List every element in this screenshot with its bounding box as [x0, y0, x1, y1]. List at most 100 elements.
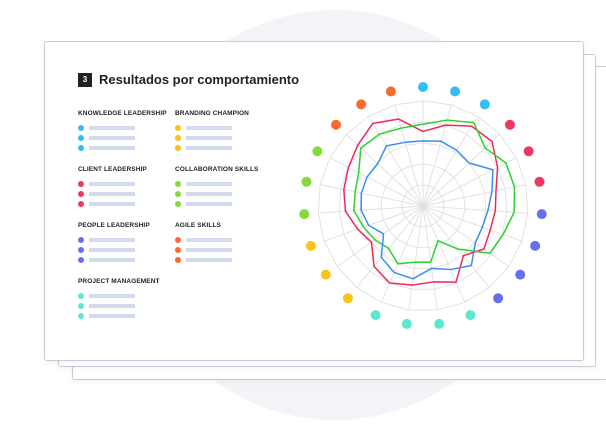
grid-spoke	[408, 205, 424, 311]
legend-item	[78, 179, 173, 189]
grid-spoke	[422, 205, 510, 267]
color-dot-icon	[175, 125, 181, 131]
placeholder-bar	[89, 136, 135, 140]
grid-spoke	[394, 104, 424, 207]
axis-dot-icon	[356, 99, 367, 110]
section-number: 3	[78, 73, 92, 87]
placeholder-bar	[89, 192, 135, 196]
axis-dot-icon	[299, 209, 310, 220]
grid-spoke	[422, 157, 517, 207]
grid-spoke	[356, 205, 424, 288]
grid-spoke	[422, 205, 523, 242]
placeholder-bar	[186, 192, 232, 196]
legend-item	[175, 255, 270, 265]
legend-item	[175, 123, 270, 133]
color-dot-icon	[78, 247, 84, 253]
grid-spoke	[422, 205, 438, 311]
placeholder-bar	[89, 258, 135, 262]
color-dot-icon	[175, 181, 181, 187]
axis-dot-icon	[312, 146, 323, 157]
grid-spoke	[368, 116, 424, 207]
legend-item	[175, 189, 270, 199]
axis-dot-icon	[385, 86, 396, 97]
axis-dot-icon	[401, 318, 412, 329]
placeholder-bar	[186, 238, 232, 242]
placeholder-bar	[89, 294, 135, 298]
section-title: Resultados por comportamiento	[99, 72, 300, 87]
grid-spoke	[318, 205, 424, 214]
legend-group: AGILE SKILLS	[175, 222, 270, 265]
color-dot-icon	[78, 313, 84, 319]
legend-item	[175, 235, 270, 245]
grid-spoke	[329, 157, 424, 207]
series-blue-line	[360, 140, 494, 280]
color-dot-icon	[175, 257, 181, 263]
legend-group-title: PEOPLE LEADERSHIP	[78, 222, 150, 229]
axis-dot-icon	[418, 82, 428, 92]
grid-spoke	[422, 205, 528, 214]
color-dot-icon	[78, 135, 84, 141]
axis-dot-icon	[320, 269, 331, 280]
color-dot-icon	[78, 303, 84, 309]
color-dot-icon	[175, 145, 181, 151]
color-dot-icon	[78, 125, 84, 131]
color-dot-icon	[78, 201, 84, 207]
axis-dot-icon	[536, 209, 547, 220]
color-dot-icon	[78, 145, 84, 151]
placeholder-bar	[186, 182, 232, 186]
placeholder-bar	[186, 202, 232, 206]
color-dot-icon	[78, 293, 84, 299]
axis-dot-icon	[434, 318, 445, 329]
legend-group-title: CLIENT LEADERSHIP	[78, 166, 147, 173]
legend-item	[78, 143, 173, 153]
color-dot-icon	[78, 237, 84, 243]
grid-ring	[317, 100, 529, 311]
grid-spoke	[336, 205, 424, 267]
color-dot-icon	[175, 191, 181, 197]
placeholder-bar	[89, 146, 135, 150]
legend-item	[78, 199, 173, 209]
series-green-line	[353, 119, 516, 265]
legend-item	[175, 133, 270, 143]
grid-spoke	[422, 184, 526, 207]
placeholder-bar	[186, 248, 232, 252]
placeholder-bar	[89, 314, 135, 318]
grid-spoke	[323, 205, 424, 242]
axis-dot-icon	[450, 86, 461, 97]
placeholder-bar	[89, 248, 135, 252]
placeholder-bar	[89, 126, 135, 130]
grid-spoke	[422, 205, 466, 303]
placeholder-bar	[89, 238, 135, 242]
legend-item	[78, 291, 173, 301]
placeholder-bar	[89, 182, 135, 186]
legend-group: KNOWLEDGE LEADERSHIP	[78, 110, 173, 153]
axis-dot-icon	[331, 119, 342, 130]
grid-spoke	[422, 205, 490, 288]
legend-item	[78, 123, 173, 133]
legend-item	[175, 199, 270, 209]
legend-item	[78, 189, 173, 199]
color-dot-icon	[175, 135, 181, 141]
placeholder-bar	[186, 146, 232, 150]
axis-dot-icon	[479, 99, 490, 110]
placeholder-bar	[89, 304, 135, 308]
grid-spoke	[422, 104, 452, 207]
axis-dot-icon	[305, 240, 316, 251]
grid-ring	[380, 163, 466, 249]
placeholder-bar	[186, 136, 232, 140]
legend-item	[78, 311, 173, 321]
grid-spoke	[422, 133, 501, 207]
legend-group-title: AGILE SKILLS	[175, 222, 221, 229]
axis-dot-icon	[465, 310, 476, 321]
legend-item	[175, 143, 270, 153]
grid-spoke	[422, 116, 478, 207]
grid-ring	[338, 121, 508, 290]
axis-dot-icon	[530, 240, 541, 251]
color-dot-icon	[78, 181, 84, 187]
axis-dot-icon	[515, 269, 526, 280]
legend-item	[78, 255, 173, 265]
color-dot-icon	[175, 247, 181, 253]
legend-item	[78, 301, 173, 311]
legend-item	[175, 245, 270, 255]
